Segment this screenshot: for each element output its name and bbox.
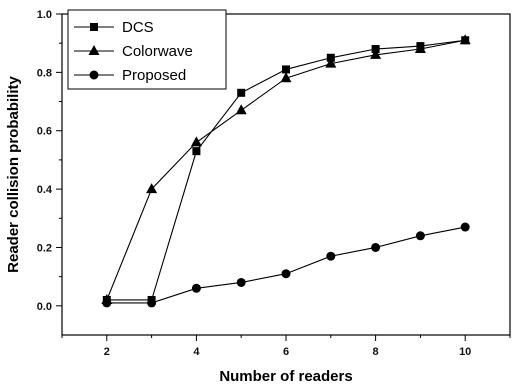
y-tick-label: 1.0: [37, 9, 52, 21]
x-tick-label: 8: [373, 346, 379, 358]
x-tick-label: 10: [459, 346, 471, 358]
x-tick-label: 4: [193, 346, 200, 358]
data-point-colorwave: [146, 183, 158, 194]
data-point-colorwave: [235, 104, 247, 115]
x-tick-label: 2: [104, 346, 110, 358]
y-tick-label: 0.8: [37, 67, 52, 79]
legend-label: DCS: [122, 19, 154, 36]
x-tick-label: 6: [283, 346, 289, 358]
data-point-proposed: [460, 222, 470, 232]
y-tick-label: 0.4: [37, 184, 53, 196]
legend-item-dcs: DCS: [74, 19, 154, 36]
data-point-proposed: [326, 251, 336, 261]
data-point-proposed: [191, 283, 201, 293]
data-point-colorwave: [280, 72, 292, 83]
data-point-dcs: [282, 65, 290, 74]
legend: DCS Colorwave Proposed: [67, 9, 227, 90]
legend-marker-colorwave: [88, 45, 100, 55]
series-proposed: [102, 222, 470, 308]
series-line-proposed: [106, 226, 466, 304]
data-point-proposed: [371, 242, 381, 252]
legend-marker-proposed: [89, 70, 99, 80]
data-point-colorwave: [325, 57, 337, 68]
axis-ticks: 2 4 6 8 10 0.0 0.2 0.4 0.6 0.8 1.0: [37, 9, 511, 358]
x-axis-title: Number of readers: [219, 368, 352, 385]
y-tick-label: 0.2: [37, 242, 52, 254]
legend-label: Colorwave: [122, 43, 193, 60]
y-tick-label: 0.6: [37, 126, 52, 138]
data-point-proposed: [236, 277, 246, 287]
series-layer: [101, 34, 471, 308]
data-point-colorwave: [190, 136, 202, 147]
legend-label: Proposed: [122, 67, 186, 84]
data-point-colorwave: [370, 48, 382, 59]
y-tick-label: 0.0: [37, 301, 52, 313]
data-point-proposed: [415, 231, 425, 241]
data-point-proposed: [147, 298, 157, 308]
series-colorwave: [101, 34, 471, 304]
data-point-dcs: [237, 88, 246, 97]
data-point-proposed: [281, 269, 291, 279]
legend-marker-dcs: [90, 23, 98, 31]
y-axis-title: Reader collision probability: [5, 75, 22, 272]
data-point-colorwave: [459, 34, 471, 45]
data-point-proposed: [102, 298, 112, 308]
legend-item-colorwave: Colorwave: [74, 43, 193, 60]
data-point-colorwave: [414, 43, 426, 54]
legend-item-proposed: Proposed: [74, 67, 186, 84]
data-point-dcs: [192, 147, 201, 156]
